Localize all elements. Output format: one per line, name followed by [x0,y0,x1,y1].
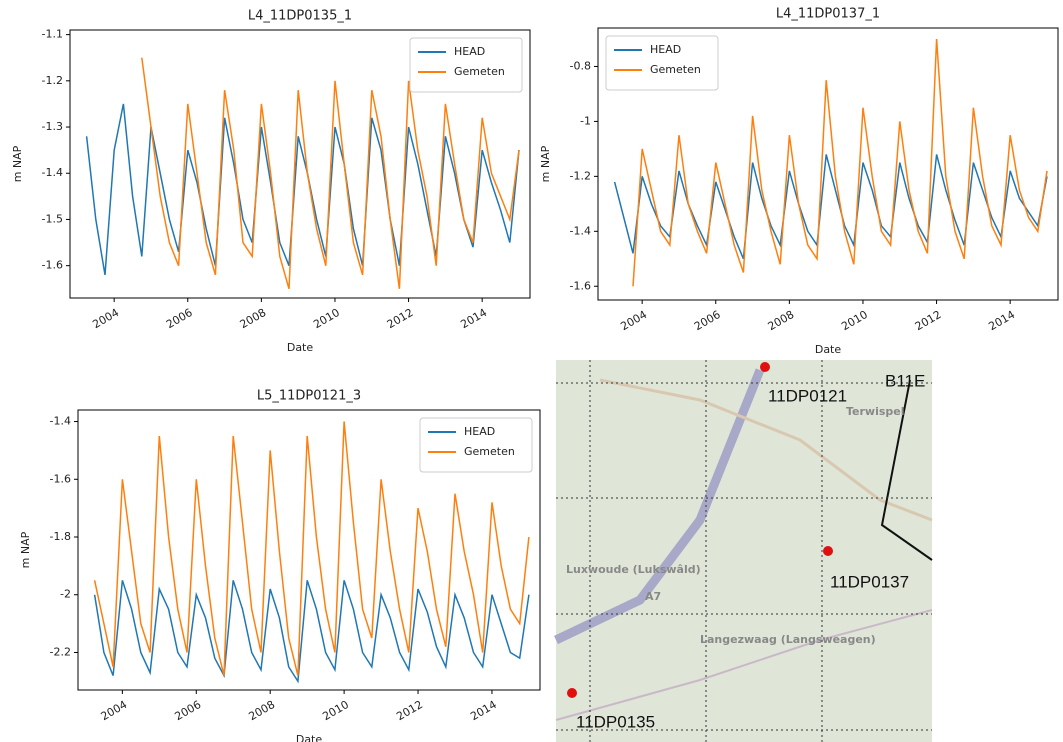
well-marker [567,688,577,698]
y-tick-label: -1.5 [42,212,63,225]
y-tick-label: -1 [580,114,591,127]
x-tick-label: 2012 [394,698,425,723]
place-name: Langezwaag (Langsweagen) [700,633,876,646]
x-axis-label: Date [815,343,842,356]
place-name: Luxwoude (Lukswâld) [566,563,701,576]
map: 11DP0121 11DP0137 11DP0135 B11E Terwispe… [556,360,932,742]
x-tick-label: 2006 [173,698,204,723]
y-tick-label: -2.2 [50,645,71,658]
y-tick-label: -1.4 [42,166,63,179]
x-axis-label: Date [296,733,323,742]
x-tick-label: 2014 [468,698,499,723]
chart-title: L4_11DP0135_1 [248,9,352,24]
chart-title: L4_11DP0137_1 [776,7,880,22]
y-tick-label: -1.6 [570,279,591,292]
map-label: 11DP0137 [830,572,909,591]
x-tick-label: 2004 [618,308,649,333]
x-tick-label: 2006 [692,308,723,333]
y-tick-label: -1.6 [50,472,71,485]
y-axis-label: m NAP [539,145,552,182]
y-tick-label: -1.2 [570,169,591,182]
y-tick-label: -1.2 [42,74,63,87]
x-tick-label: 2010 [311,306,342,331]
x-tick-label: 2004 [90,306,121,331]
x-tick-label: 2014 [458,306,489,331]
legend-label: Gemeten [650,63,701,76]
well-marker [760,362,770,372]
y-tick-label: -2 [60,588,71,601]
y-tick-label: -1.6 [42,259,63,272]
figure: 11DP0121 11DP0137 11DP0135 B11E Terwispe… [0,0,1063,742]
y-tick-label: -0.8 [570,59,591,72]
x-tick-label: 2008 [238,306,269,331]
place-name: Terwispel [846,405,905,418]
map-label: B11E [885,371,925,390]
y-tick-label: -1.4 [50,415,71,428]
y-tick-label: -1.8 [50,530,71,543]
map-label: 11DP0121 [768,386,847,405]
y-axis-label: m NAP [11,145,24,182]
x-axis-label: Date [287,341,314,354]
y-tick-label: -1.1 [42,28,63,41]
legend-label: Gemeten [454,65,505,78]
road-label: A7 [645,590,661,603]
legend-label: HEAD [464,425,495,438]
x-tick-label: 2010 [839,308,870,333]
x-tick-label: 2008 [766,308,797,333]
x-tick-label: 2010 [320,698,351,723]
y-axis-label: m NAP [19,531,32,568]
x-tick-label: 2006 [164,306,195,331]
y-tick-label: -1.3 [42,120,63,133]
series-line [95,580,529,681]
well-marker [823,546,833,556]
x-tick-label: 2008 [246,698,277,723]
x-tick-label: 2014 [986,308,1017,333]
legend-label: HEAD [454,45,485,58]
x-tick-label: 2012 [385,306,416,331]
legend-label: Gemeten [464,445,515,458]
y-tick-label: -1.4 [570,224,591,237]
x-tick-label: 2012 [913,308,944,333]
map-label: 11DP0135 [576,712,655,731]
x-tick-label: 2004 [99,698,130,723]
legend-label: HEAD [650,43,681,56]
chart-title: L5_11DP0121_3 [257,389,361,404]
